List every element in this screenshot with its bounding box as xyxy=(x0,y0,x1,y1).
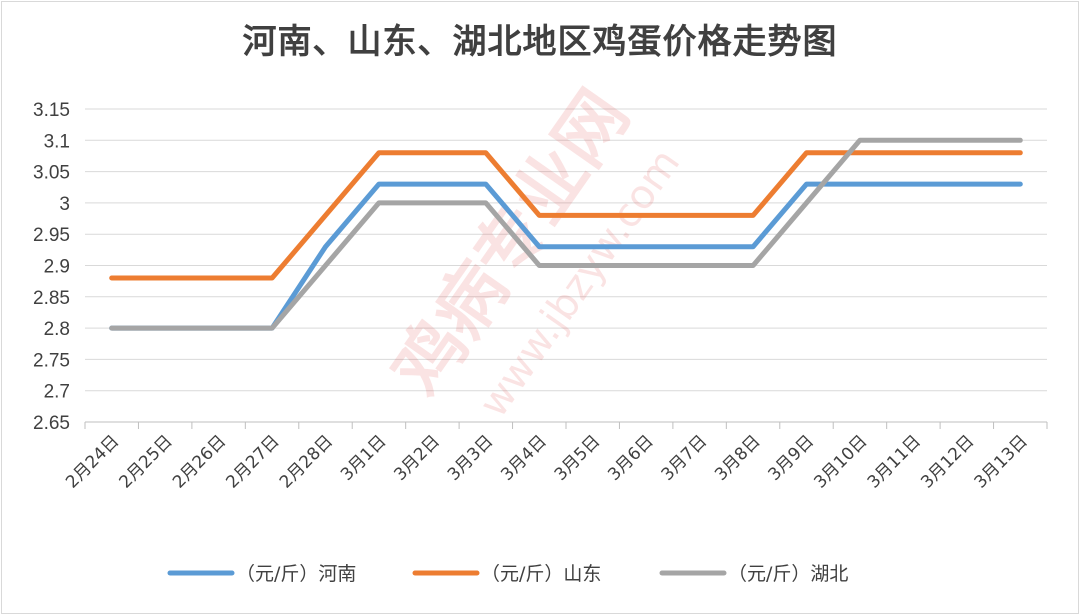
series-lines xyxy=(109,137,1023,331)
x-tick-label: 3月1日 xyxy=(337,431,390,484)
chart-title: 河南、山东、湖北地区鸡蛋价格走势图 xyxy=(242,22,838,62)
x-tick-label: 3月13日 xyxy=(971,431,1032,492)
x-tick-label: 3月5日 xyxy=(551,431,604,484)
x-tick-label: 3月6日 xyxy=(604,431,657,484)
x-tick-label: 2月24日 xyxy=(62,431,123,492)
legend-label: （元/斤）山东 xyxy=(481,563,601,585)
y-tick-label: 2.65 xyxy=(33,413,70,434)
x-tick-label: 3月8日 xyxy=(711,431,764,484)
y-axis-ticks: 2.65 2.7 2.75 2.8 2.85 2.9 2.95 3 3.05 3.1 3.15 xyxy=(33,100,70,434)
x-tick-label: 2月27日 xyxy=(222,431,283,492)
x-tick-label: 2月25日 xyxy=(116,431,177,492)
x-tick-label: 3月2日 xyxy=(390,431,443,484)
x-tick-label: 3月11日 xyxy=(864,431,925,492)
y-tick-label: 3.15 xyxy=(33,100,70,121)
y-tick-label: 2.9 xyxy=(44,257,70,278)
y-tick-label: 2.85 xyxy=(33,288,70,309)
legend-label: （元/斤）河南 xyxy=(236,563,356,585)
x-tick-label: 3月10日 xyxy=(810,431,871,492)
y-tick-label: 3.05 xyxy=(33,163,70,184)
x-tick-label: 3月7日 xyxy=(658,431,711,484)
x-tick-label: 3月4日 xyxy=(497,431,550,484)
x-tick-label: 2月28日 xyxy=(276,431,337,492)
series-line xyxy=(109,137,1023,331)
y-tick-label: 2.75 xyxy=(33,350,70,371)
x-tick-label: 2月26日 xyxy=(169,431,230,492)
y-tick-label: 2.95 xyxy=(33,225,70,246)
x-tick-label: 3月9日 xyxy=(765,431,818,484)
x-tick-label: 3月3日 xyxy=(444,431,497,484)
legend: （元/斤）河南 （元/斤）山东 （元/斤）湖北 xyxy=(167,563,848,585)
y-tick-label: 3 xyxy=(59,194,70,215)
series-line xyxy=(109,150,1023,281)
watermark: 鸡病专业网 www.jbzyw.com xyxy=(377,76,689,426)
y-tick-label: 2.7 xyxy=(44,382,70,403)
x-tick-label: 3月12日 xyxy=(917,431,978,492)
y-tick-label: 3.1 xyxy=(44,131,70,152)
y-tick-label: 2.8 xyxy=(44,319,70,340)
legend-label: （元/斤）湖北 xyxy=(728,563,848,585)
